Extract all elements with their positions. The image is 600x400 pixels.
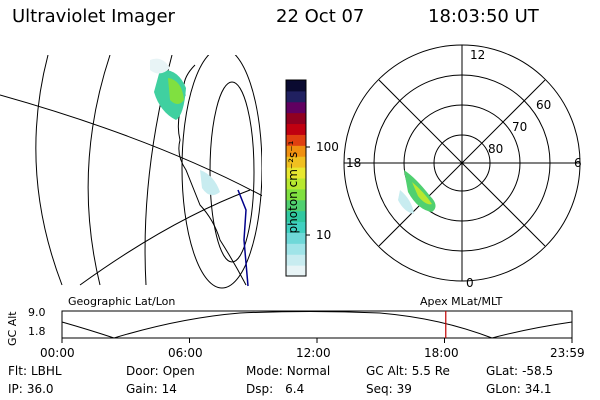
time-label: 18:03:50 UT <box>428 6 539 27</box>
color-bar <box>285 79 310 277</box>
altitude-timeline <box>61 310 573 343</box>
polar-mlt-plot <box>343 44 581 282</box>
colorbar-swatch <box>286 265 306 277</box>
colorbar-swatch <box>286 80 306 92</box>
x-tick-1200: 12:00 <box>296 346 331 360</box>
colorbar-swatch <box>286 210 306 223</box>
coastline <box>177 64 247 286</box>
limb-ellipse <box>209 81 255 263</box>
aurora-emission <box>412 182 432 205</box>
colorbar-swatch <box>286 90 306 103</box>
colorbar-swatch <box>286 112 306 125</box>
colorbar-unit-label: photon cm⁻²s⁻¹ <box>286 140 300 234</box>
status-seq: Seq: 39 <box>366 382 412 396</box>
colorbar-tick-10: 10 <box>316 228 332 242</box>
mlt-label-6: 6 <box>574 156 582 170</box>
y-tick-min: 1.8 <box>28 325 46 338</box>
aurora-emission <box>398 190 414 214</box>
status-mode: Mode: Normal <box>246 364 331 378</box>
status-dsp: Dsp: 6.4 <box>246 382 305 396</box>
status-door: Door: Open <box>126 364 195 378</box>
mlt-label-0: 0 <box>466 276 474 290</box>
latitude-arc <box>0 94 262 197</box>
colorbar-swatch <box>286 178 306 190</box>
apex-caption: Apex MLat/MLT <box>420 295 503 308</box>
colorbar-swatch <box>286 188 306 201</box>
aurora-emission <box>150 58 170 74</box>
colorbar-frame <box>285 79 307 277</box>
x-tick-0600: 06:00 <box>168 346 203 360</box>
x-tick-1800: 18:00 <box>424 346 459 360</box>
aurora-emission <box>168 78 184 104</box>
status-gc-alt: GC Alt: 5.5 Re <box>366 364 450 378</box>
colorbar-swatch <box>286 123 306 135</box>
mlt-label-12: 12 <box>470 48 486 62</box>
colorbar-swatch <box>286 156 306 168</box>
altitude-curve <box>61 311 573 339</box>
limb-ellipse <box>181 55 262 289</box>
latitude-arc <box>79 189 251 286</box>
colorbar-swatch <box>286 221 306 233</box>
status-gain: Gain: 14 <box>126 382 177 396</box>
mlat-label-70: 70 <box>512 120 528 134</box>
coastline <box>237 189 249 287</box>
status-ip: IP: 36.0 <box>8 382 54 396</box>
status-glon: GLon: 34.1 <box>486 382 552 396</box>
mlat-label-60: 60 <box>536 98 552 112</box>
x-tick-0000: 00:00 <box>40 346 75 360</box>
colorbar-swatch <box>286 167 306 179</box>
colorbar-swatch <box>286 243 306 255</box>
geographic-caption: Geographic Lat/Lon <box>68 295 176 308</box>
timeline-frame <box>61 310 573 339</box>
colorbar-swatch <box>286 134 306 146</box>
colorbar-swatch <box>286 232 306 244</box>
colorbar-swatch <box>286 145 306 157</box>
status-filter: Flt: LBHL <box>8 364 62 378</box>
mlt-label-18: 18 <box>346 156 362 170</box>
x-tick-2359: 23:59 <box>550 346 585 360</box>
date-label: 22 Oct 07 <box>276 6 365 27</box>
polar-spoke <box>378 79 546 247</box>
app-title: Ultraviolet Imager <box>12 6 175 27</box>
colorbar-swatch <box>286 199 306 212</box>
colorbar-swatch <box>286 101 306 114</box>
geographic-map-panel <box>0 55 262 289</box>
status-glat: GLat: -58.5 <box>486 364 554 378</box>
longitude-arc <box>87 55 111 286</box>
mlat-label-80: 80 <box>488 142 504 156</box>
colorbar-swatch <box>286 254 306 266</box>
y-tick-max: 9.0 <box>28 306 46 319</box>
aurora-emission <box>200 170 220 196</box>
gc-alt-axis-title: GC Alt <box>6 311 19 346</box>
longitude-arc <box>35 55 63 286</box>
colorbar-tick-100: 100 <box>316 140 339 154</box>
